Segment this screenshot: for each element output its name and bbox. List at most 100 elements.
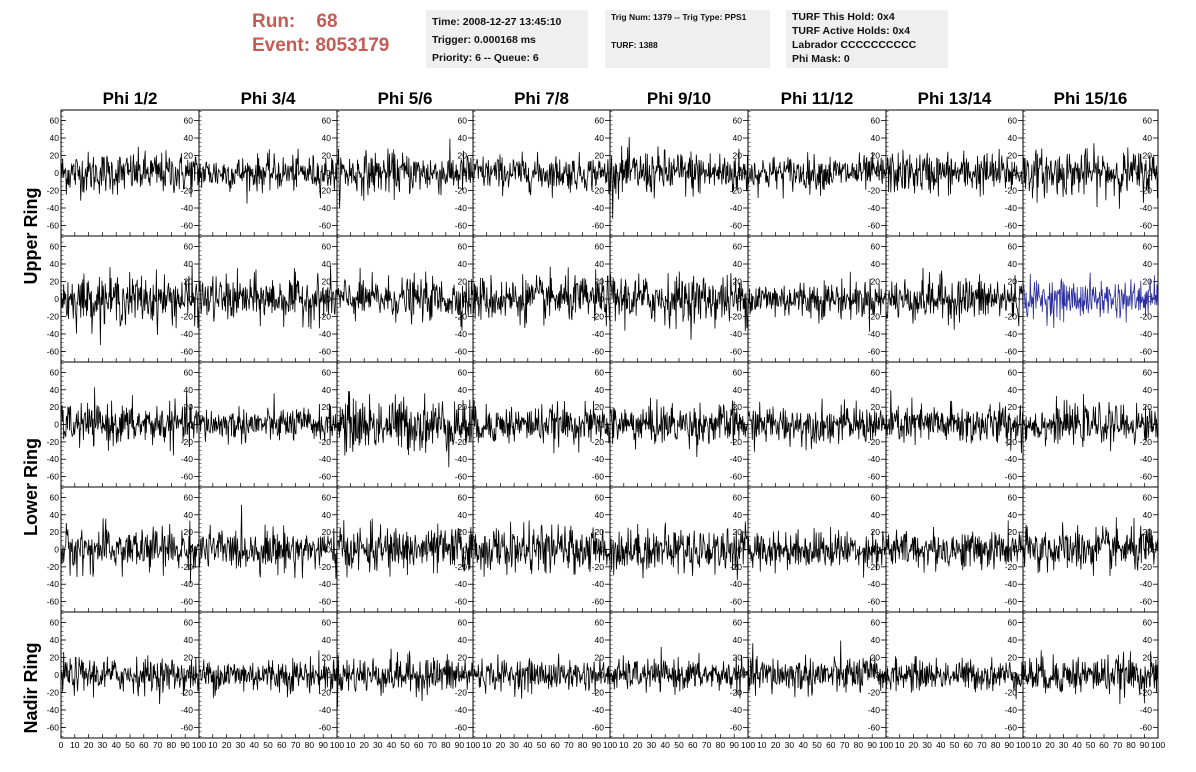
y-tick-label-right: -40: [319, 203, 332, 213]
y-tick-label-right: 20: [322, 653, 332, 663]
y-tick-label-right: -20: [1005, 186, 1018, 196]
y-tick-label-right: 60: [595, 116, 605, 126]
run-line: Run: 68: [252, 10, 422, 34]
y-tick-label-right: -40: [1005, 203, 1018, 213]
y-tick-label-right: 20: [871, 277, 881, 287]
waveform-trace: [1022, 517, 1159, 577]
y-tick-label-right: 20: [733, 151, 743, 161]
y-tick-label-right: -40: [730, 454, 743, 464]
y-tick-label-right: -60: [868, 597, 881, 607]
y-tick-label-right: 20: [458, 277, 468, 287]
y-tick-label-right: -40: [1140, 454, 1153, 464]
waveform-trace: [60, 518, 200, 584]
y-tick-label-right: 40: [322, 635, 332, 645]
y-tick-label-right: -40: [592, 203, 605, 213]
y-tick-label-right: -20: [592, 312, 605, 322]
y-tick-label-right: -60: [455, 221, 468, 231]
y-tick-label-right: 40: [1008, 510, 1018, 520]
y-tick-label-right: 20: [1008, 277, 1018, 287]
y-tick-label-right: 40: [733, 259, 743, 269]
y-tick-label-right: 40: [595, 635, 605, 645]
y-tick-label-right: 20: [871, 402, 881, 412]
y-tick-label-right: 20: [322, 402, 332, 412]
waveform-trace: [472, 399, 611, 454]
y-tick-label-right: -60: [1140, 472, 1153, 482]
y-tick-label-right: -60: [319, 221, 332, 231]
y-tick-label-right: -60: [455, 597, 468, 607]
x-tick-label: 90: [1005, 740, 1015, 750]
waveform-trace: [885, 148, 1024, 197]
y-tick-label-right: -60: [319, 723, 332, 733]
x-tick-label: 40: [523, 740, 533, 750]
waveform-trace: [885, 390, 1024, 454]
y-tick-label-right: -40: [1005, 329, 1018, 339]
y-tick-label-right: -60: [730, 597, 743, 607]
waveform-trace: [336, 648, 474, 708]
ring-title: Lower Ring: [21, 438, 41, 536]
x-tick-label: 50: [950, 740, 960, 750]
y-tick-label-right: 60: [1008, 367, 1018, 377]
waveform-trace: [747, 271, 887, 332]
y-tick-label-right: 0: [462, 294, 467, 304]
y-tick-label-right: 0: [875, 420, 880, 430]
y-tick-label-right: 60: [871, 492, 881, 502]
y-tick-label-right: -20: [868, 688, 881, 698]
y-tick-label-right: -60: [181, 597, 194, 607]
x-tick-label: 60: [139, 740, 149, 750]
waveform-trace: [198, 148, 338, 204]
y-tick-label-right: -40: [181, 705, 194, 715]
waveform-trace: [60, 265, 200, 346]
y-tick-label-right: 40: [184, 259, 194, 269]
panel-frame: [198, 361, 338, 488]
y-tick-label-right: 60: [871, 618, 881, 628]
x-tick-label: 10: [346, 740, 356, 750]
y-tick-label-right: -40: [592, 705, 605, 715]
x-tick-label: 60: [414, 740, 424, 750]
waveform-trace: [885, 520, 1024, 573]
y-tick-label: 40: [50, 133, 60, 143]
y-tick-label-right: -20: [1005, 562, 1018, 572]
waveform-trace: [198, 265, 338, 330]
y-tick-label-right: 40: [1008, 635, 1018, 645]
y-tick-label-right: -60: [730, 347, 743, 357]
x-tick-label: 20: [909, 740, 919, 750]
y-tick-label-right: 40: [184, 133, 194, 143]
y-tick-label-right: -20: [1140, 186, 1153, 196]
x-tick-label: 50: [537, 740, 547, 750]
y-tick-label-right: -40: [868, 454, 881, 464]
waveform-trace: [336, 518, 474, 578]
y-tick-label-right: -20: [181, 312, 194, 322]
y-tick-label-right: 0: [462, 545, 467, 555]
y-tick-label-right: -20: [592, 186, 605, 196]
y-tick-label-right: 20: [184, 527, 194, 537]
y-tick-label: -40: [47, 329, 60, 339]
y-tick-label-right: 40: [733, 133, 743, 143]
x-tick-label: 60: [277, 740, 287, 750]
y-tick-label-right: 60: [595, 242, 605, 252]
y-tick-label: 20: [50, 151, 60, 161]
x-tick-label: 40: [798, 740, 808, 750]
waveform-trace: [472, 653, 611, 699]
y-tick-label-right: -20: [730, 186, 743, 196]
x-tick-label: 60: [1099, 740, 1109, 750]
x-tick-label: 10: [619, 740, 629, 750]
x-tick-label: 90: [180, 740, 190, 750]
y-tick-label: -60: [47, 723, 60, 733]
waveform-trace: [198, 504, 338, 579]
x-tick-label: 90: [729, 740, 739, 750]
y-tick-label-right: 40: [871, 635, 881, 645]
x-tick-label: 20: [633, 740, 643, 750]
y-tick-label-right: 20: [458, 402, 468, 412]
y-tick-label: -60: [47, 597, 60, 607]
y-tick-label: 0: [54, 420, 59, 430]
y-tick-label-right: 0: [875, 168, 880, 178]
y-tick-label-right: 40: [733, 510, 743, 520]
y-tick-label-right: 20: [458, 151, 468, 161]
y-tick-label-right: 60: [1143, 618, 1153, 628]
y-tick-label-right: 40: [184, 510, 194, 520]
x-tick-label: 30: [647, 740, 657, 750]
y-tick-label-right: 60: [322, 116, 332, 126]
x-tick-label: 40: [936, 740, 946, 750]
x-tick-label: 70: [977, 740, 987, 750]
y-tick-label-right: 40: [1008, 133, 1018, 143]
